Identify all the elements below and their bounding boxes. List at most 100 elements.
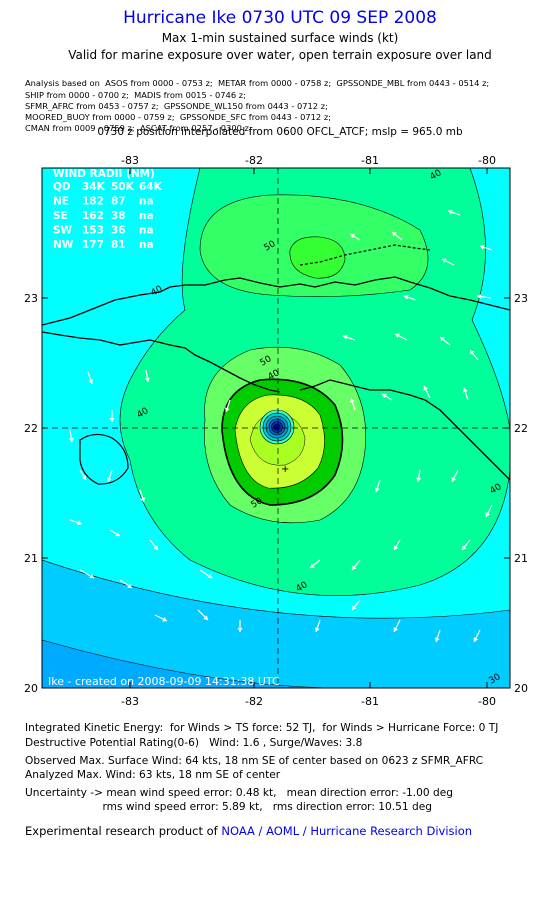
- position-line: 0730 z position interpolated from 0600 O…: [97, 126, 463, 138]
- wind-radii-cell: 182: [82, 196, 104, 208]
- analysis-line: CMAN from 0009 - 0759 z; ASCAT from 0257…: [25, 123, 252, 134]
- eye-contours: [259, 409, 295, 445]
- analysis-line: SFMR_AFRC from 0453 - 0757 z; GPSSONDE_W…: [25, 100, 328, 111]
- map-title: Hurricane Ike 0730 UTC 09 SEP 2008: [123, 8, 437, 28]
- wind-band-20: [42, 559, 510, 688]
- wind-vectors: [68, 209, 493, 643]
- wind-radii-table: WIND RADII (NM) QD 34K 50K 64K NE 182 87 na SE 16…: [53, 168, 163, 251]
- y-tick-label-left: 21: [24, 552, 38, 565]
- wind-arrow: [416, 469, 422, 483]
- wind-radii-cell: SW: [53, 225, 73, 237]
- wind-arrow: [374, 479, 381, 493]
- wind-arrow: [423, 385, 431, 399]
- wind-radii-cell: 34K: [82, 181, 106, 193]
- wind-arrow: [476, 294, 492, 300]
- uncertainty-line-2: rms wind speed error: 5.89 kt, rms direc…: [25, 801, 432, 813]
- wind-arrow: [349, 233, 361, 241]
- wind-radii-cell: 64K: [139, 181, 163, 193]
- wind-radii-cell: 50K: [111, 181, 135, 193]
- wind-radii-cell: SE: [53, 210, 68, 222]
- wind-arrow: [479, 244, 493, 251]
- analysis-line: Analysis based on ASOS from 0000 - 0753 …: [25, 78, 490, 89]
- isla-de-la-juventud: [79, 433, 129, 485]
- wind-radii-cell: 38: [111, 210, 126, 222]
- y-tick-label-left: 20: [24, 682, 38, 695]
- y-tick-label-left: 23: [24, 292, 38, 305]
- x-tick-label-top: -83: [121, 154, 139, 167]
- wind-radii-cell: 36: [111, 225, 126, 237]
- wind-arrow: [69, 519, 83, 526]
- wind-arrow: [393, 539, 401, 551]
- wind-arrow: [199, 569, 213, 579]
- wind-radii-title: WIND RADII (NM): [53, 168, 155, 180]
- map-subtitle-exposure: Valid for marine exposure over water, op…: [68, 48, 492, 62]
- analysis-line: MOORED_BUOY from 0000 - 0759 z; GPSSONDE…: [25, 112, 331, 123]
- wind-arrow: [439, 336, 451, 346]
- ike-line: Integrated Kinetic Energy: for Winds > T…: [25, 722, 499, 734]
- wind-arrow: [351, 559, 361, 571]
- wind-arrow: [349, 397, 356, 411]
- analysis-sources: Analysis based on ASOS from 0000 - 0753 …: [25, 67, 489, 146]
- wind-arrow: [342, 334, 356, 341]
- x-tick-label-bottom: -82: [245, 695, 263, 708]
- wind-field-plot: +: [42, 168, 510, 688]
- wind-arrow: [462, 387, 469, 401]
- wind-arrow: [154, 614, 168, 622]
- observed-max-line: Observed Max. Surface Wind: 64 kts, 18 n…: [25, 755, 484, 767]
- florida-keys: [299, 244, 431, 266]
- x-tick-label-bottom: -83: [121, 695, 139, 708]
- wind-radii-cell: NE: [53, 196, 69, 208]
- wind-arrow: [68, 429, 74, 443]
- wind-radii-cell: NW: [53, 239, 74, 251]
- uncertainty-line-1: Uncertainty -> mean wind speed error: 0.…: [25, 787, 453, 799]
- wind-arrow: [381, 393, 393, 401]
- wind-radii-cell: na: [139, 196, 154, 208]
- axis-ticks: -83 -83 -82 -82 -81 -81 -80 -80 23 23 22 22 21 21 20 20: [24, 154, 528, 708]
- wind-radii-cell: na: [139, 225, 154, 237]
- wind-radii-cell: QD: [53, 181, 71, 193]
- wind-arrow: [309, 559, 321, 569]
- wind-arrow: [461, 539, 471, 551]
- credit-line: Ike - created on 2008-09-09 14:31:38 UTC: [48, 675, 280, 688]
- y-tick-label-right: 21: [514, 552, 528, 565]
- wind-arrow: [394, 333, 408, 341]
- wind-arrow: [119, 579, 133, 589]
- analysis-line: SHIP from 0000 - 0700 z; MADIS from 0015…: [25, 89, 246, 100]
- wind-arrow: [106, 469, 113, 483]
- wind-radii-cell: na: [139, 210, 154, 222]
- cuba-coastline: [42, 276, 510, 481]
- wind-radii-cell: 153: [82, 225, 104, 237]
- wind-arrow: [79, 569, 95, 579]
- analyzed-max-line: Analyzed Max. Wind: 63 kts, 18 nm SE of …: [25, 769, 281, 781]
- wind-radii-cell: 81: [111, 239, 126, 251]
- wind-arrow: [87, 371, 94, 385]
- map-subtitle-units: Max 1-min sustained surface winds (kt): [161, 31, 399, 45]
- x-tick-label-top: -82: [245, 154, 263, 167]
- center-marker: +: [281, 464, 289, 475]
- wind-arrow: [403, 294, 417, 301]
- y-tick-label-right: 20: [514, 682, 528, 695]
- y-tick-label-left: 22: [24, 422, 38, 435]
- x-tick-label-top: -80: [478, 154, 496, 167]
- x-tick-label-top: -81: [361, 154, 379, 167]
- wind-arrow: [79, 469, 87, 481]
- wind-band-50-upper: [289, 236, 346, 279]
- footer: Experimental research product of NOAA / …: [25, 824, 472, 838]
- wind-radii-cell: 162: [82, 210, 104, 222]
- wind-radii-cell: 87: [111, 196, 126, 208]
- wind-arrow: [473, 629, 481, 643]
- wind-arrow: [144, 369, 150, 383]
- wind-arrow: [469, 349, 479, 361]
- wind-arrow: [314, 619, 321, 633]
- wind-arrow: [485, 504, 493, 518]
- wind-arrow: [393, 619, 401, 633]
- y-tick-label-right: 22: [514, 422, 528, 435]
- footer-org-link[interactable]: NOAA / AOML / Hurricane Research Divisio…: [221, 824, 473, 838]
- y-tick-label-right: 23: [514, 292, 528, 305]
- wind-arrow: [451, 469, 459, 483]
- wind-arrow: [237, 620, 243, 632]
- x-tick-label-bottom: -80: [478, 695, 496, 708]
- x-tick-label-bottom: -81: [361, 695, 379, 708]
- wind-arrow: [109, 529, 121, 537]
- wind-radii-cell: 177: [82, 239, 104, 251]
